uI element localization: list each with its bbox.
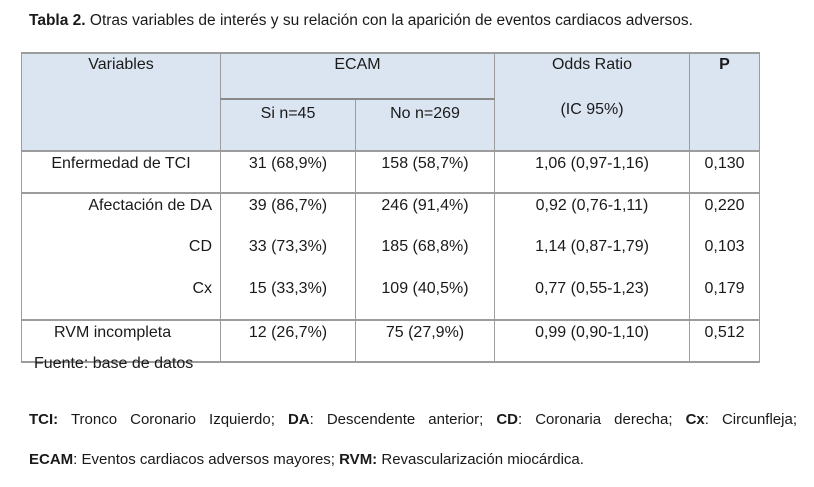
header-no: No n=269 (355, 98, 495, 151)
cell-si: 15 (33,3%) (220, 277, 356, 320)
header-ic: (IC 95%) (494, 99, 690, 151)
abbr-da: DA (287, 411, 310, 428)
cell-no: 158 (58,7%) (355, 150, 495, 193)
table-caption: Tabla 2. Otras variables de interés y su… (29, 12, 693, 30)
table-row: RVM incompleta 12 (26,7%) 75 (27,9%) 0,9… (21, 319, 760, 363)
abbr-cd: CD (496, 411, 519, 428)
data-table: Variables ECAM Odds Ratio P Si n=45 No n… (21, 52, 760, 363)
abbr-ecam: ECAM (29, 451, 74, 468)
cell-or: 0,99 (0,90-1,10) (494, 319, 690, 363)
cell-or: 0,92 (0,76-1,11) (494, 192, 690, 235)
header-si: Si n=45 (220, 98, 356, 151)
cell-or: 1,06 (0,97-1,16) (494, 150, 690, 193)
cell-p: 0,512 (689, 319, 760, 363)
header-p: P (689, 52, 760, 151)
cell-no: 246 (91,4%) (355, 192, 495, 235)
cell-variable: CD (21, 235, 221, 277)
cell-p: 0,103 (689, 235, 760, 277)
cell-no: 185 (68,8%) (355, 235, 495, 277)
cell-variable: RVM incompleta (21, 319, 221, 363)
cell-variable: Cx (21, 277, 221, 320)
abbreviations-line-2: ECAM: Eventos cardiacos adversos mayores… (29, 451, 584, 468)
cell-p: 0,179 (689, 277, 760, 320)
abbr-rvm-text: Revascularización miocárdica. (377, 451, 584, 468)
cell-si: 12 (26,7%) (220, 319, 356, 363)
cell-no: 75 (27,9%) (355, 319, 495, 363)
cell-si: 33 (73,3%) (220, 235, 356, 277)
header-odds-ratio: Odds Ratio (494, 52, 690, 99)
source-note: Fuente: base de datos (34, 355, 194, 372)
cell-variable: Enfermedad de TCI (21, 150, 221, 193)
abbr-tci: TCI: (29, 411, 59, 428)
table-row: Cx 15 (33,3%) 109 (40,5%) 0,77 (0,55-1,2… (21, 277, 760, 320)
abbr-da-text: : Descendente anterior; (309, 411, 497, 428)
header-ecam: ECAM (220, 52, 495, 99)
abbr-tci-text: Tronco Coronario Izquierdo; (58, 411, 288, 428)
table-row: CD 33 (73,3%) 185 (68,8%) 1,14 (0,87-1,7… (21, 235, 760, 277)
cell-variable: Afectación de DA (21, 192, 221, 235)
header-variables: Variables (21, 52, 221, 151)
caption-label: Tabla 2. (29, 12, 86, 29)
abbr-cx: Cx (685, 411, 705, 428)
cell-p: 0,130 (689, 150, 760, 193)
abbr-cd-text: : Coronaria derecha; (518, 411, 686, 428)
cell-si: 31 (68,9%) (220, 150, 356, 193)
abbr-cx-text: : Circunfleja; (704, 411, 797, 428)
cell-or: 0,77 (0,55-1,23) (494, 277, 690, 320)
cell-p: 0,220 (689, 192, 760, 235)
table-row: Afectación de DA 39 (86,7%) 246 (91,4%) … (21, 192, 760, 235)
cell-or: 1,14 (0,87-1,79) (494, 235, 690, 277)
cell-si: 39 (86,7%) (220, 192, 356, 235)
abbr-rvm: RVM: (339, 451, 378, 468)
cell-no: 109 (40,5%) (355, 277, 495, 320)
abbreviations-line-1: TCI: Tronco Coronario Izquierdo; DA: Des… (29, 411, 797, 428)
abbr-ecam-text: : Eventos cardiacos adversos mayores; (73, 451, 340, 468)
caption-text: Otras variables de interés y su relación… (85, 12, 693, 29)
table-row: Enfermedad de TCI 31 (68,9%) 158 (58,7%)… (21, 150, 760, 193)
